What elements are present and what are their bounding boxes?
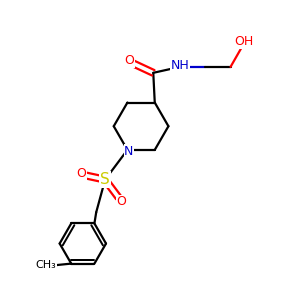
Text: O: O [76,167,86,180]
Text: O: O [116,195,126,208]
Text: N: N [124,145,134,158]
Text: OH: OH [234,35,254,48]
Text: NH: NH [171,59,189,72]
Text: S: S [100,172,110,187]
Text: O: O [124,54,134,68]
Text: CH₃: CH₃ [36,260,56,270]
